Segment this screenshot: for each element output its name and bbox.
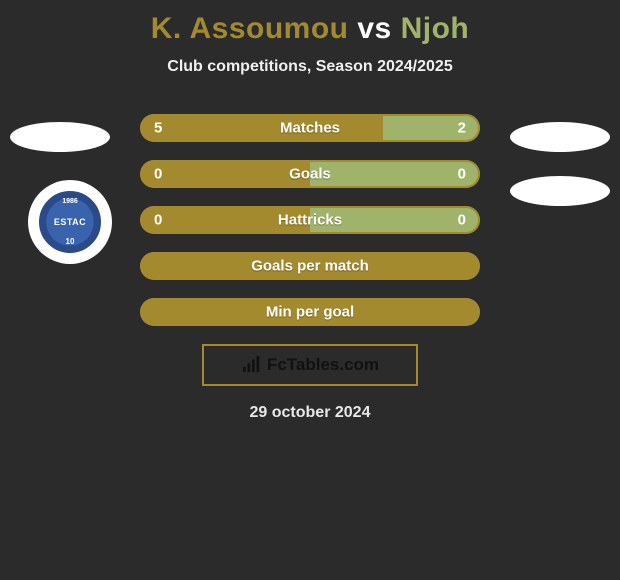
- page-title: K. Assoumou vs Njoh: [0, 0, 620, 46]
- watermark-text: FcTables.com: [267, 355, 379, 375]
- chart-icon: [241, 356, 263, 374]
- stat-bar: Matches 5 2: [140, 114, 480, 142]
- stat-value-p2: 2: [458, 120, 466, 137]
- stat-value-p1: 0: [154, 166, 162, 183]
- stat-label: Goals per match: [251, 258, 369, 275]
- stat-value-p1: 5: [154, 120, 162, 137]
- stat-value-p2: 0: [458, 166, 466, 183]
- stat-label: Min per goal: [266, 304, 354, 321]
- stat-label: Hattricks: [278, 212, 342, 229]
- stat-value-p2: 0: [458, 212, 466, 229]
- date-label: 29 october 2024: [0, 404, 620, 422]
- stat-bar: Hattricks 0 0: [140, 206, 480, 234]
- subtitle: Club competitions, Season 2024/2025: [0, 58, 620, 76]
- stat-bar: Goals 0 0: [140, 160, 480, 188]
- stat-bar: Goals per match: [140, 252, 480, 280]
- stat-label: Goals: [289, 166, 331, 183]
- player2-name: Njoh: [401, 12, 470, 45]
- vs-label: vs: [357, 12, 391, 45]
- stat-bar-right: [310, 160, 480, 188]
- stat-bar-left: [140, 114, 383, 142]
- stat-label: Matches: [280, 120, 340, 137]
- player1-name: K. Assoumou: [151, 12, 349, 45]
- comparison-bars: Matches 5 2 Goals 0 0 Hattricks 0 0 Goals per mat…: [0, 114, 620, 422]
- watermark: FcTables.com: [202, 344, 418, 386]
- stat-bar: Min per goal: [140, 298, 480, 326]
- stat-value-p1: 0: [154, 212, 162, 229]
- stat-bar-left: [140, 160, 310, 188]
